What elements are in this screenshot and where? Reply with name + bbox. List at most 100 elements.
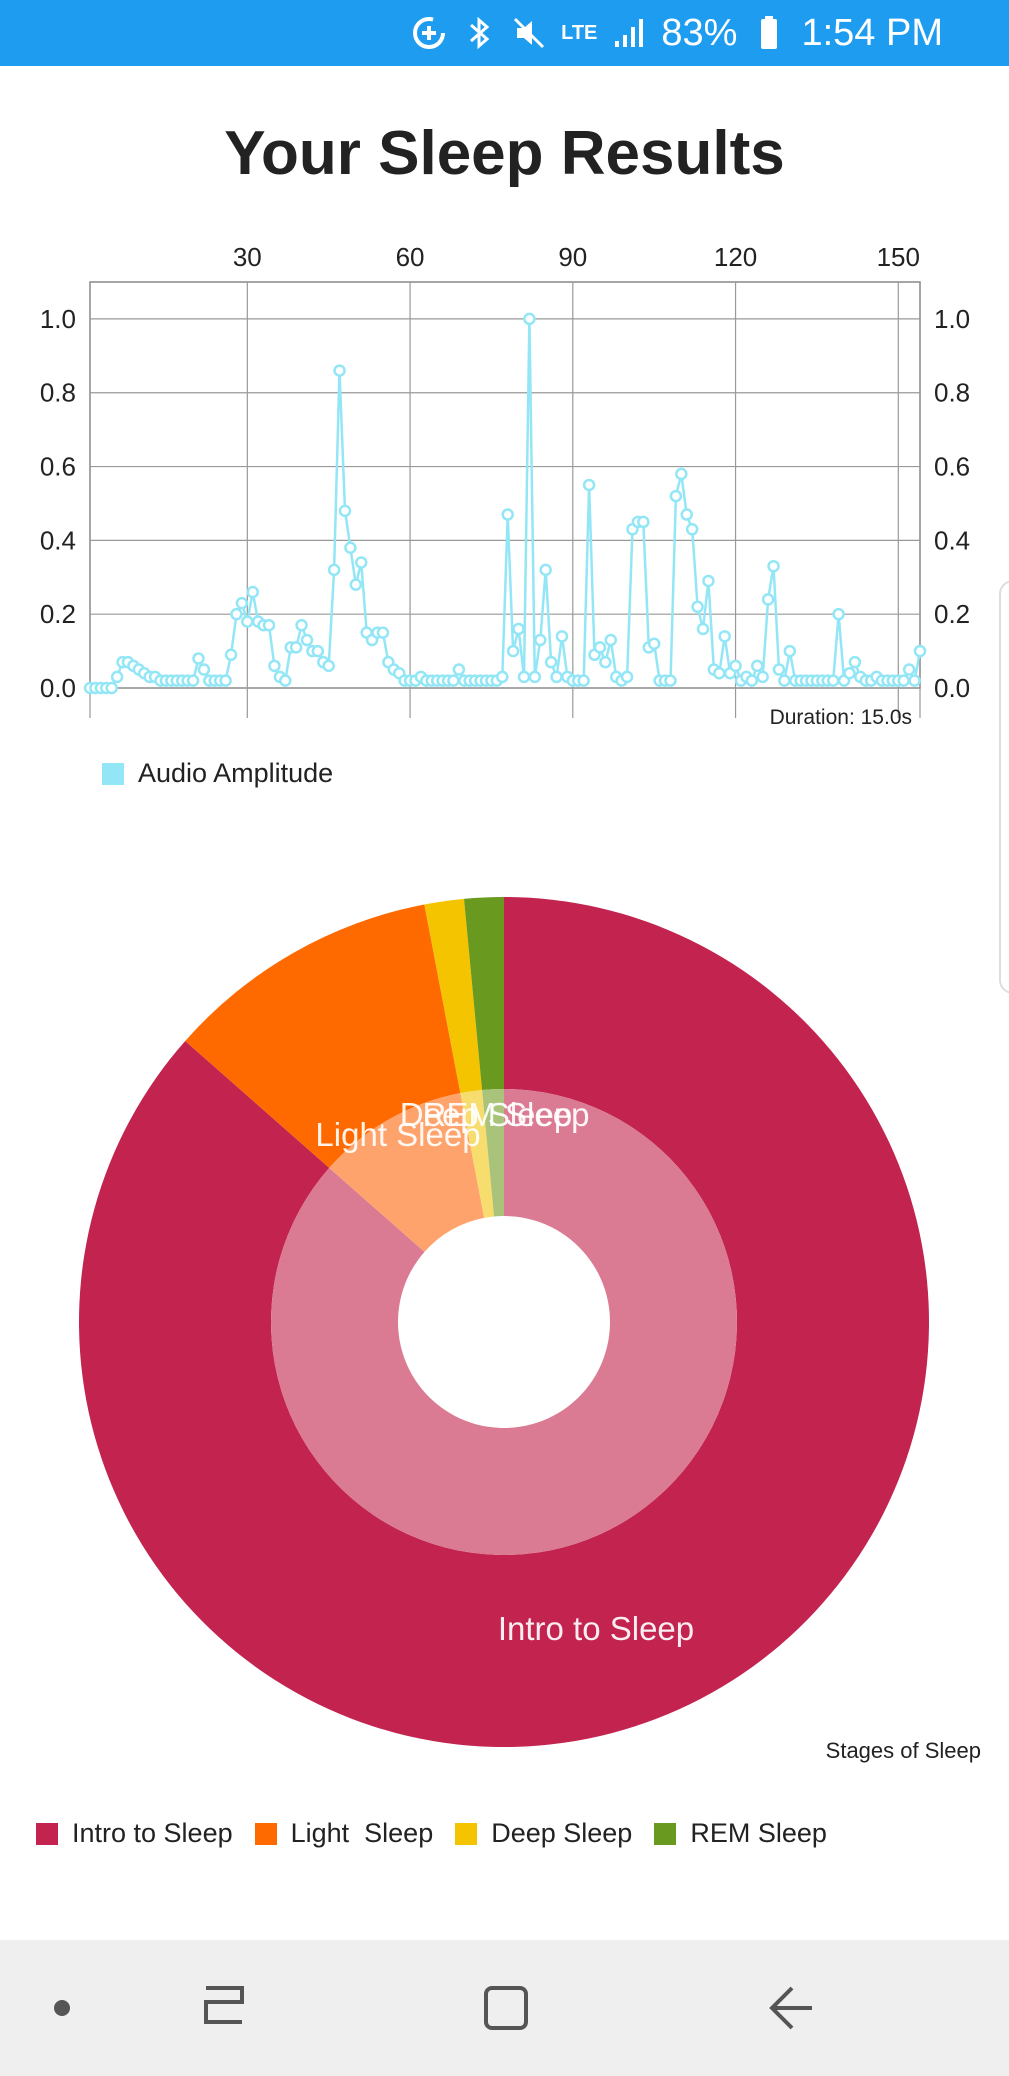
pie-slice-outer[interactable] <box>464 897 504 1091</box>
data-point <box>593 641 607 654</box>
nav-dot-button[interactable] <box>32 1978 92 2038</box>
data-point <box>523 312 536 326</box>
data-point <box>506 644 520 658</box>
data-point <box>637 515 650 529</box>
data-point <box>186 674 200 687</box>
pie-slice-outer[interactable] <box>78 897 930 1747</box>
data-point <box>544 655 558 669</box>
data-point <box>832 607 845 621</box>
battery-icon <box>751 15 787 51</box>
legend-item-deep[interactable]: Deep Sleep <box>455 1818 632 1849</box>
data-point <box>517 670 531 684</box>
pie-slice-outer[interactable] <box>185 904 461 1168</box>
legend-swatch-audio <box>102 762 124 785</box>
data-point <box>235 596 249 610</box>
x-tick-label: 60 <box>396 242 425 272</box>
data-saver-icon <box>411 15 447 51</box>
pie-slice-outer[interactable] <box>424 898 483 1094</box>
data-point <box>322 659 335 673</box>
data-point <box>338 504 352 518</box>
back-icon <box>769 1986 812 2030</box>
data-point <box>767 559 780 573</box>
data-point <box>843 666 856 680</box>
data-point <box>279 674 292 687</box>
data-point <box>696 622 710 636</box>
y-tick-label-right: 0.2 <box>934 599 970 629</box>
pie-slice-inner[interactable] <box>329 1093 485 1252</box>
clock: 1:54 PM <box>801 11 943 54</box>
data-point <box>669 489 683 503</box>
data-point <box>675 467 688 481</box>
data-point <box>902 663 916 676</box>
y-tick-label-right: 0.0 <box>934 673 970 703</box>
recent-apps-icon <box>204 1986 244 2024</box>
pie-slice-inner[interactable] <box>270 1089 737 1555</box>
legend-label-deep: Deep Sleep <box>491 1818 633 1848</box>
data-point <box>311 644 325 658</box>
data-point <box>908 674 921 687</box>
data-point <box>599 655 612 669</box>
data-point <box>295 619 308 632</box>
data-point <box>772 663 786 676</box>
data-point <box>268 659 281 673</box>
line-chart-svg: 0.0 0.0 0.2 0.2 0.4 0.4 0.6 0.6 0.8 0.8 1.0 1.0 30 60… <box>40 242 970 729</box>
data-point <box>647 637 661 650</box>
duration-annotation: Duration: 15.0s <box>770 706 912 729</box>
y-tick-label-left: 0.4 <box>40 525 76 555</box>
legend-item-rem[interactable]: REM Sleep <box>654 1818 827 1849</box>
data-point <box>105 681 118 695</box>
data-point <box>555 630 569 643</box>
donut-legend: Intro to Sleep Light Sleep Deep Sleep RE… <box>36 1818 837 1849</box>
y-tick-label-right: 0.4 <box>934 525 970 555</box>
data-point <box>110 670 124 684</box>
data-point <box>333 364 346 377</box>
data-point <box>197 663 211 676</box>
pie-slice-inner[interactable] <box>482 1089 504 1217</box>
data-point <box>577 674 590 687</box>
y-tick-label-right: 0.8 <box>934 378 970 408</box>
legend-label-intro: Intro to Sleep <box>72 1818 233 1848</box>
data-point <box>224 648 238 662</box>
data-point <box>496 670 509 684</box>
data-point <box>826 674 840 687</box>
x-tick-label: 120 <box>714 242 757 272</box>
audio-amplitude-chart: 0.0 0.0 0.2 0.2 0.4 0.4 0.6 0.6 0.8 0.8 1.0 1.0 30 60… <box>0 230 1009 800</box>
legend-swatch-intro <box>36 1822 58 1845</box>
data-point <box>745 674 759 687</box>
pie-slice-label: REM Sleep <box>423 1096 590 1133</box>
legend-item-intro[interactable]: Intro to Sleep <box>36 1818 233 1849</box>
data-point <box>349 578 363 591</box>
data-point <box>664 674 677 687</box>
data-point <box>778 674 791 687</box>
y-tick-label-right: 1.0 <box>934 304 970 334</box>
x-tick-label: 90 <box>558 242 587 272</box>
battery-percent: 83% <box>661 11 738 54</box>
data-point <box>550 670 563 684</box>
legend-label-light: Light Sleep <box>290 1818 434 1848</box>
line-chart-legend: Audio Amplitude <box>102 758 333 789</box>
home-button[interactable] <box>476 1978 536 2038</box>
data-point <box>219 674 232 687</box>
data-point <box>702 574 715 588</box>
y-tick-label-left: 0.6 <box>40 452 76 482</box>
data-point <box>344 541 357 554</box>
data-point <box>539 563 552 577</box>
data-point <box>751 659 764 673</box>
edge-panel-handle[interactable] <box>999 580 1009 994</box>
data-point <box>452 663 466 676</box>
network-type: LTE <box>561 21 598 44</box>
legend-item-light[interactable]: Light Sleep <box>254 1818 434 1849</box>
back-button[interactable] <box>762 1978 822 2038</box>
navigation-bar <box>0 1940 1009 2076</box>
legend-swatch-deep <box>455 1822 478 1845</box>
data-point <box>501 508 514 521</box>
recent-apps-button[interactable] <box>194 1978 254 2038</box>
bluetooth-icon <box>461 15 497 51</box>
dot-icon <box>54 2000 70 2016</box>
y-tick-label-left: 0.8 <box>40 378 76 408</box>
series-line-audio <box>90 318 922 690</box>
pie-slice-inner[interactable] <box>460 1090 495 1218</box>
data-point <box>246 585 259 599</box>
data-point <box>713 666 726 680</box>
